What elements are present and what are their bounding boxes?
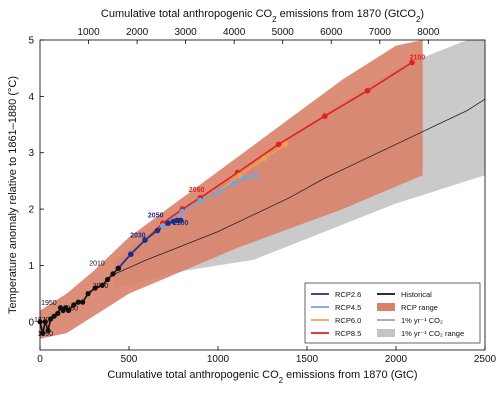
y-tick-label: 4 — [28, 92, 34, 103]
legend-label: Historical — [401, 290, 432, 299]
y-tick-label: 3 — [28, 148, 34, 159]
x-tick-label: 1500 — [296, 354, 319, 365]
legend-label: RCP2.6 — [335, 290, 361, 299]
data-point-rcp45 — [231, 180, 237, 187]
data-point-rcp85 — [275, 141, 282, 148]
x-tick-label: 1000 — [207, 354, 230, 365]
data-point-rcp45 — [215, 189, 221, 195]
data-point-rcp26 — [142, 237, 148, 243]
axes: 0 500 1000 1500 2000 2500 0 1 2 3 4 5 1000 2000 3000 40… — [7, 8, 497, 385]
data-point-rcp60 — [261, 155, 268, 162]
y-tick-label: 1 — [28, 261, 34, 272]
year-label-rcp85: 2100 — [410, 55, 426, 62]
data-point-historical — [42, 319, 48, 325]
year-label-rcp26: 2050 — [148, 213, 164, 220]
y-tick-label: 2 — [28, 205, 34, 216]
legend-label: 1% yr⁻¹ CO₂ range — [401, 329, 464, 338]
data-point-historical — [80, 299, 86, 305]
data-point-historical — [110, 271, 116, 277]
year-label-historical: 2000 — [93, 283, 109, 290]
data-point-historical — [105, 276, 111, 283]
x-tick-label: 2500 — [474, 354, 497, 365]
data-point-rcp60 — [236, 172, 243, 179]
x-tick-label: 500 — [121, 354, 138, 365]
data-point-historical — [45, 327, 51, 333]
data-point-historical — [99, 282, 105, 288]
top-x-tick-label: 8000 — [417, 27, 440, 38]
x-axis-label: Cumulative total anthropogenic CO2 emiss… — [107, 369, 417, 385]
data-point-historical — [48, 316, 54, 322]
legend-label: RCP range — [401, 303, 438, 312]
legend: RCP2.6 RCP4.5 RCP6.0 RCP8.5 Historical RCP ra… — [304, 282, 481, 344]
data-point-historical — [65, 307, 72, 314]
data-point-rcp45 — [160, 223, 166, 229]
data-point-historical — [51, 313, 57, 319]
data-point-historical — [75, 299, 81, 305]
data-point-historical — [40, 330, 46, 336]
year-label-rcp85: 2050 — [189, 187, 205, 194]
y-tick-label: 5 — [28, 36, 34, 47]
year-label-historical: 1890 — [38, 331, 54, 338]
top-x-tick-label: 7000 — [369, 27, 392, 38]
year-label-historical: 1870 — [34, 317, 50, 324]
x-tick-label: 0 — [37, 354, 43, 365]
legend-label: 1% yr⁻¹ CO₂ — [401, 316, 443, 325]
legend-label: RCP6.0 — [335, 316, 361, 325]
data-point-rcp45 — [179, 209, 186, 215]
data-point-rcp26 — [177, 217, 184, 224]
top-x-tick-label: 4000 — [223, 27, 246, 38]
data-point-rcp60 — [282, 141, 289, 148]
year-labels: 2050 2100 2030 2050 2100 1870 1890 1950 1980 2000… — [34, 55, 425, 338]
data-point-rcp26 — [128, 251, 134, 257]
year-label-rcp26: 2030 — [130, 232, 146, 239]
top-x-tick-label: 1000 — [77, 27, 100, 38]
data-point-rcp26 — [165, 220, 171, 226]
legend-swatch — [377, 303, 395, 311]
year-label-historical: 1950 — [41, 300, 57, 307]
data-point-historical — [92, 285, 98, 291]
onepct-line — [114, 98, 485, 275]
plot-frame — [39, 39, 486, 351]
year-label-historical: 2010 — [89, 261, 105, 268]
data-point-historical — [55, 310, 61, 316]
x-tick-label: 2000 — [385, 354, 408, 365]
data-point-rcp45 — [197, 197, 203, 204]
y-tick-label: 0 — [28, 317, 34, 328]
y-axis-label: Temperature anomaly relative to 1861–188… — [7, 76, 19, 314]
top-x-tick-label: 6000 — [320, 27, 343, 38]
top-x-tick-label: 2000 — [126, 27, 149, 38]
data-point-historical — [115, 265, 121, 271]
series-points — [37, 59, 415, 336]
data-point-rcp85 — [409, 59, 415, 66]
top-x-tick-label: 5000 — [272, 27, 295, 38]
data-point-historical — [85, 291, 91, 297]
data-point-rcp45 — [252, 172, 259, 179]
data-point-rcp85 — [364, 87, 371, 94]
legend-label: RCP4.5 — [335, 303, 361, 312]
year-label-historical: 1980 — [63, 306, 79, 313]
data-point-rcp85 — [322, 113, 328, 119]
data-point-rcp26 — [154, 227, 161, 234]
data-point-rcp45 — [241, 175, 248, 181]
year-label-rcp26: 2100 — [173, 220, 189, 227]
data-point-historical — [71, 302, 77, 308]
legend-label: RCP8.5 — [335, 329, 361, 338]
top-x-tick-label: 3000 — [174, 27, 197, 38]
top-x-axis-label: Cumulative total anthropogenic CO2 emiss… — [101, 8, 424, 24]
legend-swatch — [377, 329, 395, 337]
